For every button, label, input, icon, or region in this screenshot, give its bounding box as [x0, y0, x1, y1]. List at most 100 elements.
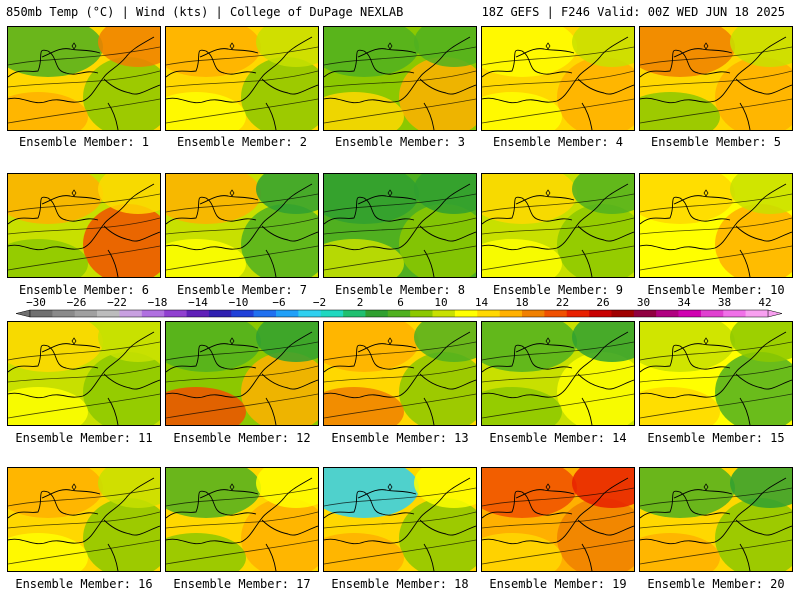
coastline: [735, 373, 792, 390]
temperature-region: [8, 533, 88, 571]
station-marker: [703, 337, 709, 345]
colorbar-tick-label: −2: [313, 296, 326, 309]
station-marker: [545, 189, 551, 197]
colorbar-tick-label: −26: [67, 296, 87, 309]
temperature-colorbar: −30 −26 −22 −18 −14 −10 −6 −2 2 6 10 14 18 22 26 30 34 38…: [15, 296, 783, 318]
isotherm-line: [324, 98, 476, 124]
station-marker: [545, 483, 551, 491]
temperature-region: [8, 387, 88, 425]
coastline: [735, 78, 792, 95]
colorbar-swatch: [410, 310, 433, 317]
temperature-region: [572, 174, 634, 214]
colorbar-swatch: [253, 310, 277, 317]
coastline: [482, 344, 573, 373]
temperature-region: [482, 174, 577, 224]
temperature-region: [241, 57, 318, 130]
ensemble-member-label: Ensemble Member: 15: [647, 431, 785, 445]
coastline: [482, 196, 573, 225]
colorbar-tick-label: −22: [107, 296, 127, 309]
coastline: [166, 331, 313, 399]
coastline: [673, 48, 733, 58]
temperature-region: [324, 468, 419, 518]
ensemble-map-14: [481, 321, 635, 426]
temperature-region: [414, 468, 476, 508]
isotherm-line: [8, 341, 160, 361]
isotherm-line: [324, 539, 476, 565]
isotherm-line: [324, 393, 476, 419]
temperature-region: [8, 174, 103, 224]
colorbar-swatch: [432, 310, 456, 317]
isotherm-line: [482, 365, 634, 383]
station-marker: [545, 337, 551, 345]
coastline: [640, 49, 731, 78]
temperature-map: [166, 468, 318, 571]
station-marker: [545, 42, 551, 50]
coastline: [261, 78, 318, 95]
temperature-map: [8, 468, 160, 571]
coastline: [735, 225, 792, 242]
coastline: [8, 331, 155, 399]
station-marker: [229, 189, 235, 197]
coastline: [324, 331, 471, 399]
coastline: [199, 343, 259, 353]
colorbar-swatch: [745, 310, 769, 317]
colorbar-tick-label: 34: [677, 296, 691, 309]
isotherm-line: [8, 365, 160, 383]
temperature-region: [557, 352, 634, 425]
temperature-region: [640, 239, 720, 277]
ensemble-member-label: Ensemble Member: 8: [334, 283, 466, 297]
temperature-region: [98, 174, 160, 214]
colorbar-swatch: [454, 310, 478, 317]
coastline: [419, 519, 476, 536]
coastline: [261, 373, 318, 390]
coastline: [166, 490, 257, 519]
temperature-region: [166, 239, 246, 277]
colorbar-swatch: [30, 310, 53, 317]
temperature-region: [482, 27, 577, 77]
colorbar-frame: [29, 309, 769, 318]
station-marker: [229, 337, 235, 345]
coastline: [640, 196, 731, 225]
ensemble-member-label: Ensemble Member: 17: [173, 577, 311, 591]
temperature-map: [166, 27, 318, 130]
temperature-region: [8, 239, 88, 277]
temperature-region: [324, 533, 404, 571]
temperature-map: [640, 322, 792, 425]
temperature-map: [324, 27, 476, 130]
coastline: [577, 373, 634, 390]
colorbar-swatch: [141, 310, 165, 317]
coastline: [261, 519, 318, 536]
coastline: [107, 249, 119, 277]
coastline: [577, 78, 634, 95]
coastline: [199, 48, 259, 58]
coastline: [107, 543, 119, 571]
colorbar-swatch: [320, 310, 344, 317]
temperature-region: [640, 533, 720, 571]
coastline: [357, 343, 417, 353]
coastline: [482, 49, 573, 78]
isotherm-line: [324, 245, 476, 271]
colorbar-swatch: [186, 310, 210, 317]
ensemble-member-label: Ensemble Member: 6: [18, 283, 150, 297]
coastline: [739, 102, 751, 130]
ensemble-map-10: [639, 173, 793, 278]
coastline: [423, 543, 435, 571]
temperature-region: [399, 204, 476, 277]
ensemble-member-label: Ensemble Member: 9: [492, 283, 624, 297]
isotherm-line: [166, 365, 318, 383]
coastline: [581, 543, 593, 571]
temperature-region: [166, 92, 246, 130]
ensemble-member-label: Ensemble Member: 12: [173, 431, 311, 445]
colorbar-swatch: [276, 310, 299, 317]
coastline: [673, 489, 733, 499]
coastline: [8, 490, 99, 519]
isotherm-line: [8, 46, 160, 66]
coastline: [419, 373, 476, 390]
colorbar-swatch: [700, 310, 724, 317]
temperature-region: [166, 468, 261, 518]
ensemble-member-label: Ensemble Member: 10: [647, 283, 785, 297]
station-marker: [229, 42, 235, 50]
ensemble-member-label: Ensemble Member: 5: [650, 135, 782, 149]
colorbar-swatch: [208, 310, 232, 317]
temperature-region: [482, 533, 562, 571]
